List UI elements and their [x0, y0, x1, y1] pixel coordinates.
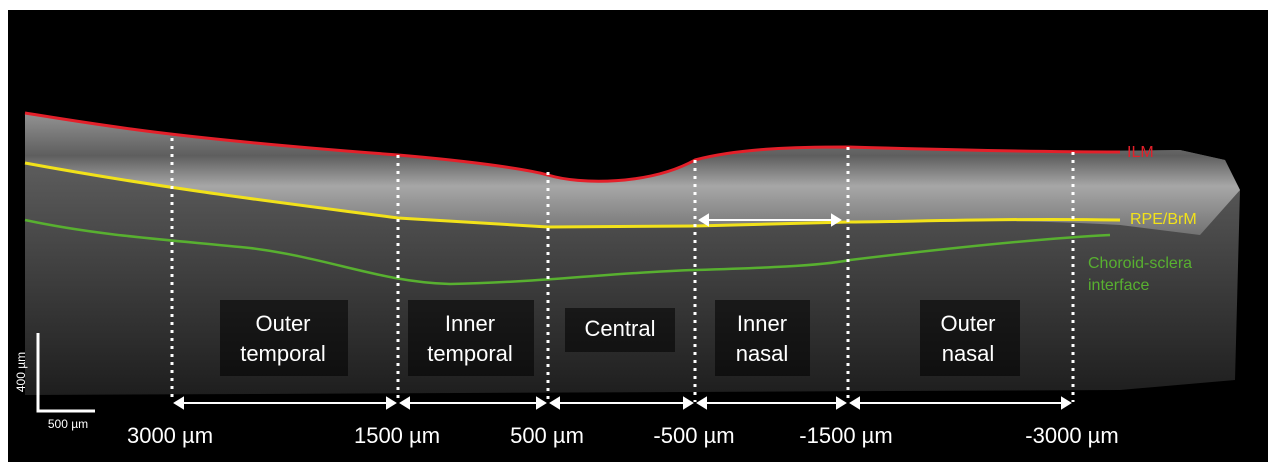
distance-label: -500 µm	[653, 423, 734, 448]
region-label: Outer	[255, 311, 310, 336]
distance-label: 1500 µm	[354, 423, 440, 448]
choroid-label: Choroid-sclera	[1088, 255, 1192, 272]
region-label: Outer	[940, 311, 995, 336]
choroid-label: interface	[1088, 277, 1149, 294]
distance-label: -3000 µm	[1025, 423, 1118, 448]
region-label: temporal	[427, 341, 513, 366]
distance-label: -1500 µm	[799, 423, 892, 448]
region-label: nasal	[942, 341, 995, 366]
ilm-label: ILM	[1127, 144, 1154, 161]
region-label: nasal	[736, 341, 789, 366]
oct-figure: Outer temporal Inner temporal Central In…	[0, 0, 1276, 465]
distance-label: 500 µm	[510, 423, 584, 448]
rpe-label: RPE/BrM	[1130, 211, 1197, 228]
scale-vertical-label: 400 µm	[14, 352, 28, 392]
scale-horizontal-label: 500 µm	[48, 417, 88, 431]
region-label: Inner	[737, 311, 787, 336]
region-label: temporal	[240, 341, 326, 366]
region-label: Central	[585, 316, 656, 341]
region-label: Inner	[445, 311, 495, 336]
page: Outer temporal Inner temporal Central In…	[0, 0, 1276, 470]
distance-label: 3000 µm	[127, 423, 213, 448]
